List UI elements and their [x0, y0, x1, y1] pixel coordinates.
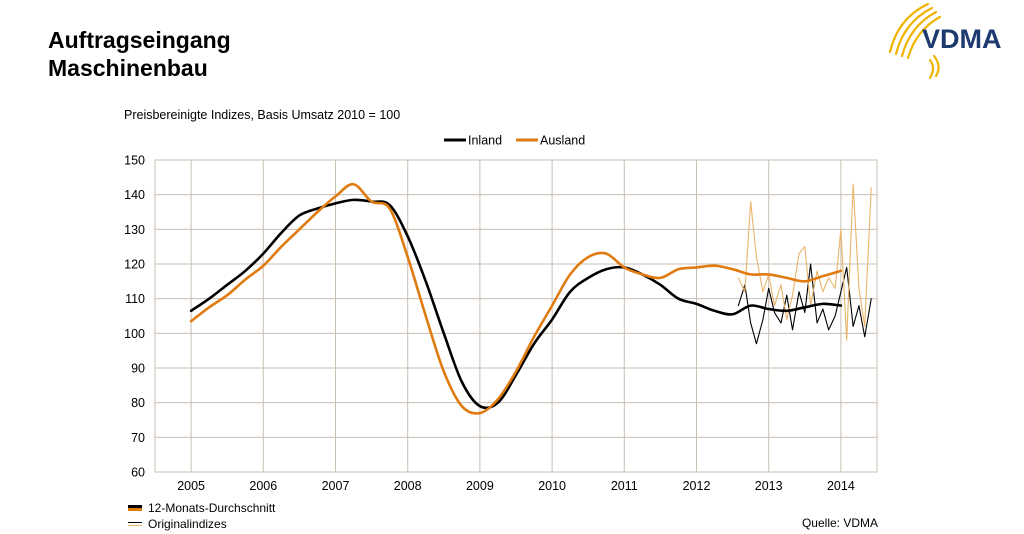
series-line-ausland-original [737, 183, 872, 341]
legend-label-average: 12-Monats-Durchschnitt [148, 501, 276, 515]
y-tick-label: 110 [125, 292, 145, 306]
y-tick-label: 70 [131, 431, 145, 445]
page-title: Auftragseingang Maschinenbau [48, 26, 231, 82]
legend-label-inland: Inland [468, 134, 502, 148]
legend-item-average: 12-Monats-Durchschnitt [128, 500, 275, 516]
title-line-1: Auftragseingang [48, 27, 231, 53]
plot-frame [154, 159, 878, 473]
y-tick-label: 140 [124, 188, 145, 202]
series-line-inland-average [189, 198, 843, 410]
y-tick-label: 130 [124, 223, 145, 237]
legend-label-original: Originalindizes [148, 517, 227, 531]
y-tick-label: 150 [124, 154, 145, 168]
series-line-ausland-average [189, 182, 843, 415]
y-tick-label: 90 [131, 362, 145, 376]
x-tick-label: 2007 [322, 479, 350, 493]
chart-subtitle: Preisbereinigte Indizes, Basis Umsatz 20… [124, 108, 401, 122]
source-note: Quelle: VDMA [801, 516, 878, 530]
vdma-logo: VDMA [876, 0, 1016, 80]
x-tick-label: 2011 [611, 479, 638, 493]
x-tick-label: 2013 [755, 479, 783, 493]
logo-text: VDMA [922, 24, 1002, 54]
bottom-legend: 12-Monats-Durchschnitt Originalindizes [128, 500, 275, 532]
legend-swatch-average [128, 503, 142, 513]
x-tick-label: 2012 [683, 479, 711, 493]
x-tick-label: 2006 [249, 479, 277, 493]
legend-label-ausland: Ausland [540, 134, 585, 148]
legend-item-original: Originalindizes [128, 516, 275, 532]
x-tick-label: 2014 [827, 479, 855, 493]
y-tick-label: 60 [131, 466, 145, 480]
x-tick-label: 2005 [177, 479, 205, 493]
vdma-logo-icon: VDMA [888, 2, 1002, 80]
x-tick-label: 2010 [538, 479, 566, 493]
series-line-inland-original [737, 263, 872, 345]
y-tick-label: 120 [124, 258, 145, 272]
legend-swatch-original [128, 519, 142, 529]
title-line-2: Maschinenbau [48, 55, 208, 81]
y-tick-label: 100 [124, 327, 145, 341]
x-tick-label: 2008 [394, 479, 422, 493]
x-tick-label: 2009 [466, 479, 494, 493]
y-tick-label: 80 [131, 396, 145, 410]
